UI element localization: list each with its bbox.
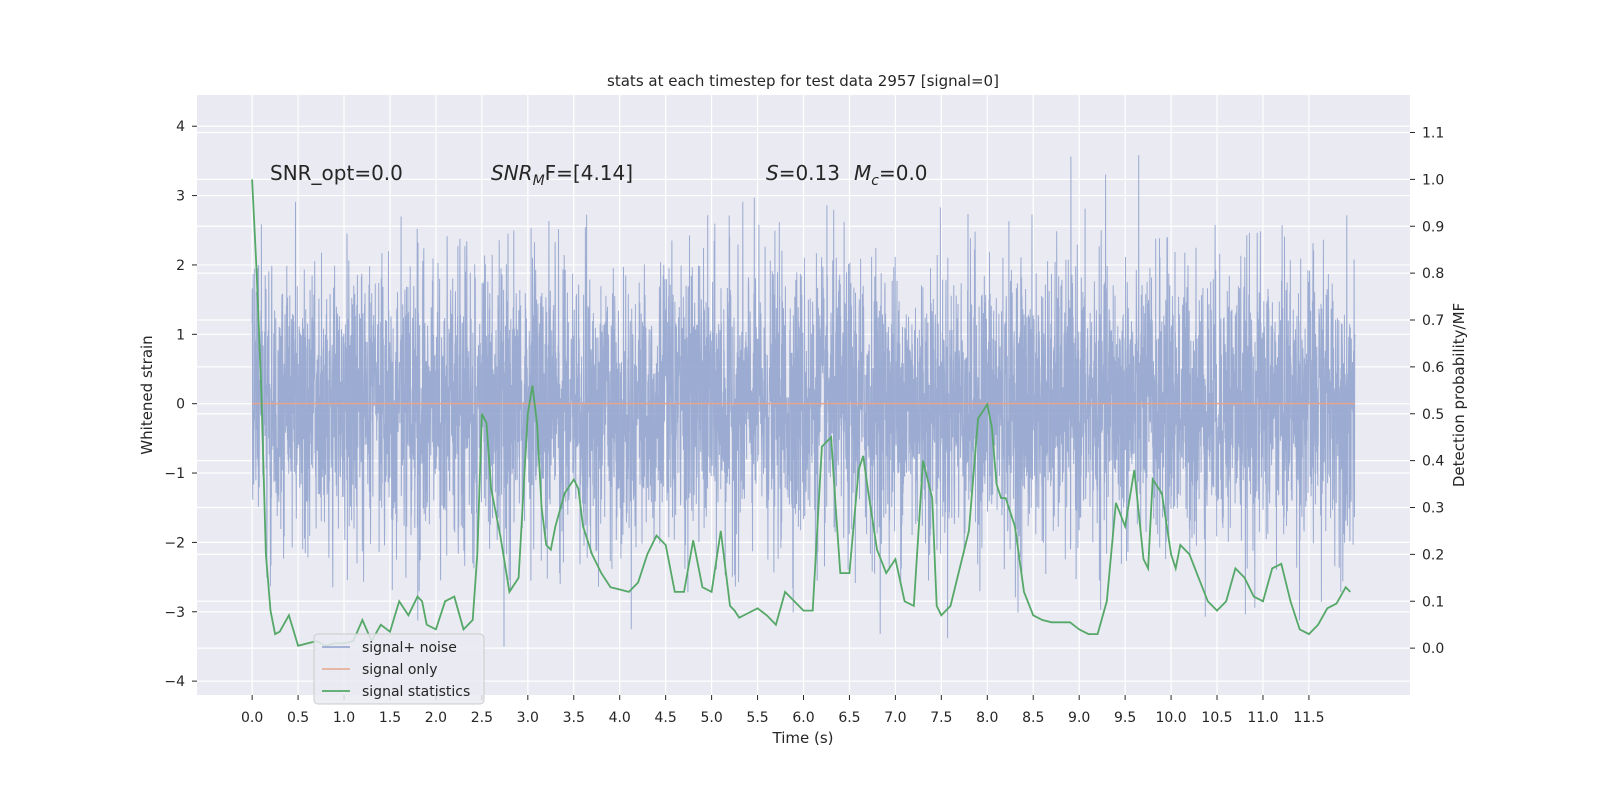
x-tick-label-23: 11.5	[1293, 710, 1324, 726]
signal-statistics-series	[251, 179, 1351, 647]
x-tick-label-20: 10.0	[1155, 710, 1186, 726]
y-tick-label-8: 4	[176, 119, 185, 135]
x-tick-label-22: 11.0	[1247, 710, 1278, 726]
x-tick-label-0: 0.0	[241, 710, 263, 726]
y-tick-label-2: −2	[164, 535, 185, 551]
x-tick-label-12: 6.0	[792, 710, 814, 726]
x-tick-label-5: 2.5	[471, 710, 493, 726]
x-tick-label-8: 4.0	[609, 710, 631, 726]
x-tick-label-18: 9.0	[1068, 710, 1090, 726]
x-tick-label-1: 0.5	[287, 710, 309, 726]
y-right-tick-label-1: 0.1	[1422, 594, 1444, 610]
signal-noise-line	[251, 155, 1356, 647]
y-right-tick-label-10: 1.0	[1422, 172, 1444, 188]
annotation-snr-mf-subscript: M	[533, 173, 545, 189]
legend: signal+ noise signal only signal statist…	[313, 633, 485, 705]
annotation-snr-mf-symbol: SNR	[491, 161, 533, 185]
annotation-s-mc: S=0.13 Mc=0.0	[766, 161, 928, 189]
legend-box	[313, 633, 485, 705]
x-tick-label-15: 7.5	[930, 710, 952, 726]
x-tick-label-3: 1.5	[379, 710, 401, 726]
annotation-snr-mf: SNRMF=[4.14]	[491, 161, 633, 189]
y-tick-label-6: 2	[176, 258, 185, 274]
signal-noise-series	[251, 155, 1356, 647]
x-tick-label-21: 10.5	[1201, 710, 1232, 726]
y-right-tick-label-5: 0.5	[1422, 407, 1444, 423]
y-right-axis-label: Detection probability/MF	[1450, 303, 1468, 487]
annotation-mc-subscript: c	[871, 173, 879, 189]
y-tick-label-4: 0	[176, 397, 185, 413]
y-tick-label-1: −3	[164, 605, 185, 621]
annotation-s-value: =0.13	[779, 161, 840, 185]
x-tick-label-14: 7.0	[884, 710, 906, 726]
y-tick-label-7: 3	[176, 189, 185, 205]
x-tick-label-11: 5.5	[746, 710, 768, 726]
x-tick-label-13: 6.5	[838, 710, 860, 726]
chart-title: stats at each timestep for test data 295…	[607, 72, 999, 90]
x-tick-labels: 0.0 0.5 1.0 1.5 2.0 2.5 3.0 3.5 4.0 4.5 5.0 5.5 6.0 6…	[241, 695, 1325, 726]
legend-label-signal-noise: signal+ noise	[362, 640, 457, 656]
x-tick-label-6: 3.0	[517, 710, 539, 726]
y-right-tick-label-11: 1.1	[1422, 126, 1444, 142]
y-right-tick-label-8: 0.8	[1422, 266, 1444, 282]
signal-statistics-line	[251, 179, 1351, 647]
annotation-mc-value: =0.0	[879, 161, 928, 185]
y-right-tick-label-2: 0.2	[1422, 547, 1444, 563]
x-tick-label-9: 4.5	[655, 710, 677, 726]
y-tick-label-3: −1	[164, 466, 185, 482]
y-tick-label-0: −4	[164, 674, 185, 690]
annotation-snr-opt: SNR_opt=0.0	[270, 161, 403, 185]
x-axis-label: Time (s)	[772, 729, 834, 747]
y-axis-label: Whitened strain	[138, 335, 156, 454]
legend-label-signal-only: signal only	[362, 662, 437, 678]
y-right-tick-label-0: 0.0	[1422, 641, 1444, 657]
y-tick-labels: −4 −3 −2 −1 0 1 2 3 4	[164, 119, 197, 690]
x-tick-label-10: 5.0	[700, 710, 722, 726]
x-tick-label-4: 2.0	[425, 710, 447, 726]
y-tick-label-5: 1	[176, 327, 185, 343]
legend-label-signal-statistics: signal statistics	[362, 684, 470, 700]
x-tick-label-16: 8.0	[976, 710, 998, 726]
y-right-tick-label-6: 0.6	[1422, 360, 1444, 376]
x-tick-label-19: 9.5	[1114, 710, 1136, 726]
y-right-tick-label-3: 0.3	[1422, 501, 1444, 517]
x-tick-label-2: 1.0	[333, 710, 355, 726]
y-right-tick-label-9: 0.9	[1422, 219, 1444, 235]
annotation-mc-symbol: M	[854, 161, 871, 185]
y-right-tick-label-7: 0.7	[1422, 313, 1444, 329]
x-tick-label-7: 3.5	[563, 710, 585, 726]
annotation-snr-mf-value: F=[4.14]	[545, 161, 633, 185]
y-right-tick-label-4: 0.4	[1422, 454, 1444, 470]
x-tick-label-17: 8.5	[1022, 710, 1044, 726]
annotation-s-symbol: S	[766, 161, 779, 185]
y-right-tick-labels: 0.0 0.1 0.2 0.3 0.4 0.5 0.6 0.7 0.8 0.9 1.0 1.1	[1410, 126, 1444, 657]
